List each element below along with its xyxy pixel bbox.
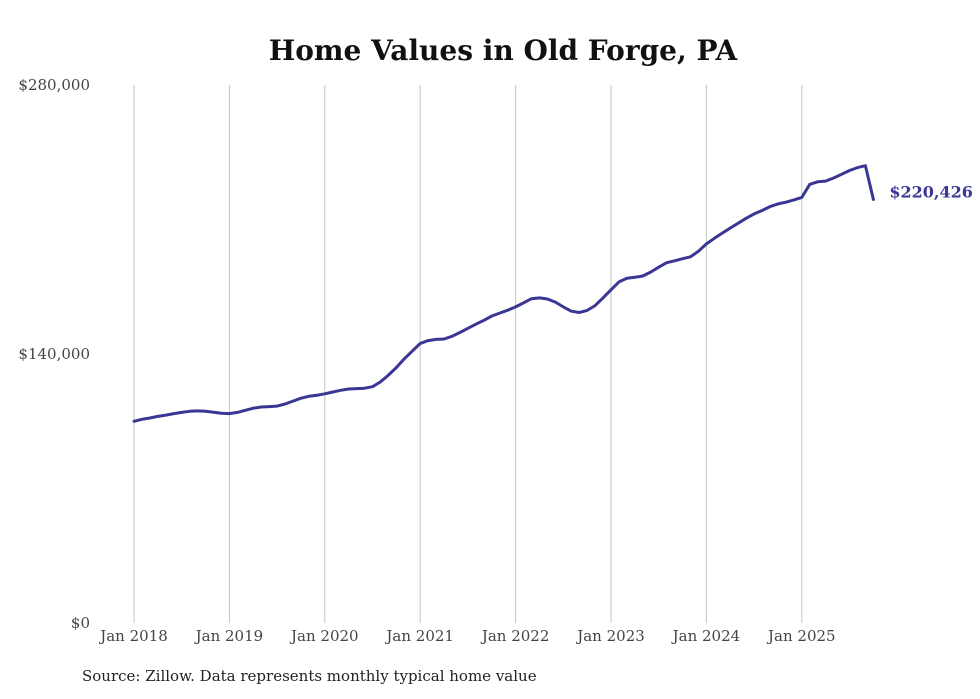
x-tick-label: Jan 2018	[98, 627, 168, 645]
x-tick-label: Jan 2021	[384, 627, 454, 645]
y-axis-ticks: $0 $140,000 $280,000	[18, 76, 90, 632]
x-axis-ticks: Jan 2018 Jan 2019 Jan 2020 Jan 2021 Jan 2022…	[98, 627, 835, 645]
source-note: Source: Zillow. Data represents monthly …	[82, 667, 537, 685]
y-tick-label: $140,000	[18, 345, 90, 363]
series-line-home-value	[132, 164, 875, 423]
x-tick-label: Jan 2020	[289, 627, 359, 645]
x-tick-label: Jan 2019	[194, 627, 264, 645]
gridlines	[133, 85, 803, 623]
end-value-label: $220,426	[889, 182, 973, 201]
y-tick-label: $280,000	[18, 76, 90, 94]
chart-title: Home Values in Old Forge, PA	[269, 34, 739, 67]
x-tick-label: Jan 2022	[480, 627, 550, 645]
x-tick-label: Jan 2025	[766, 627, 836, 645]
x-tick-label: Jan 2023	[575, 627, 645, 645]
y-tick-label: $0	[71, 614, 90, 632]
x-tick-label: Jan 2024	[671, 627, 741, 645]
